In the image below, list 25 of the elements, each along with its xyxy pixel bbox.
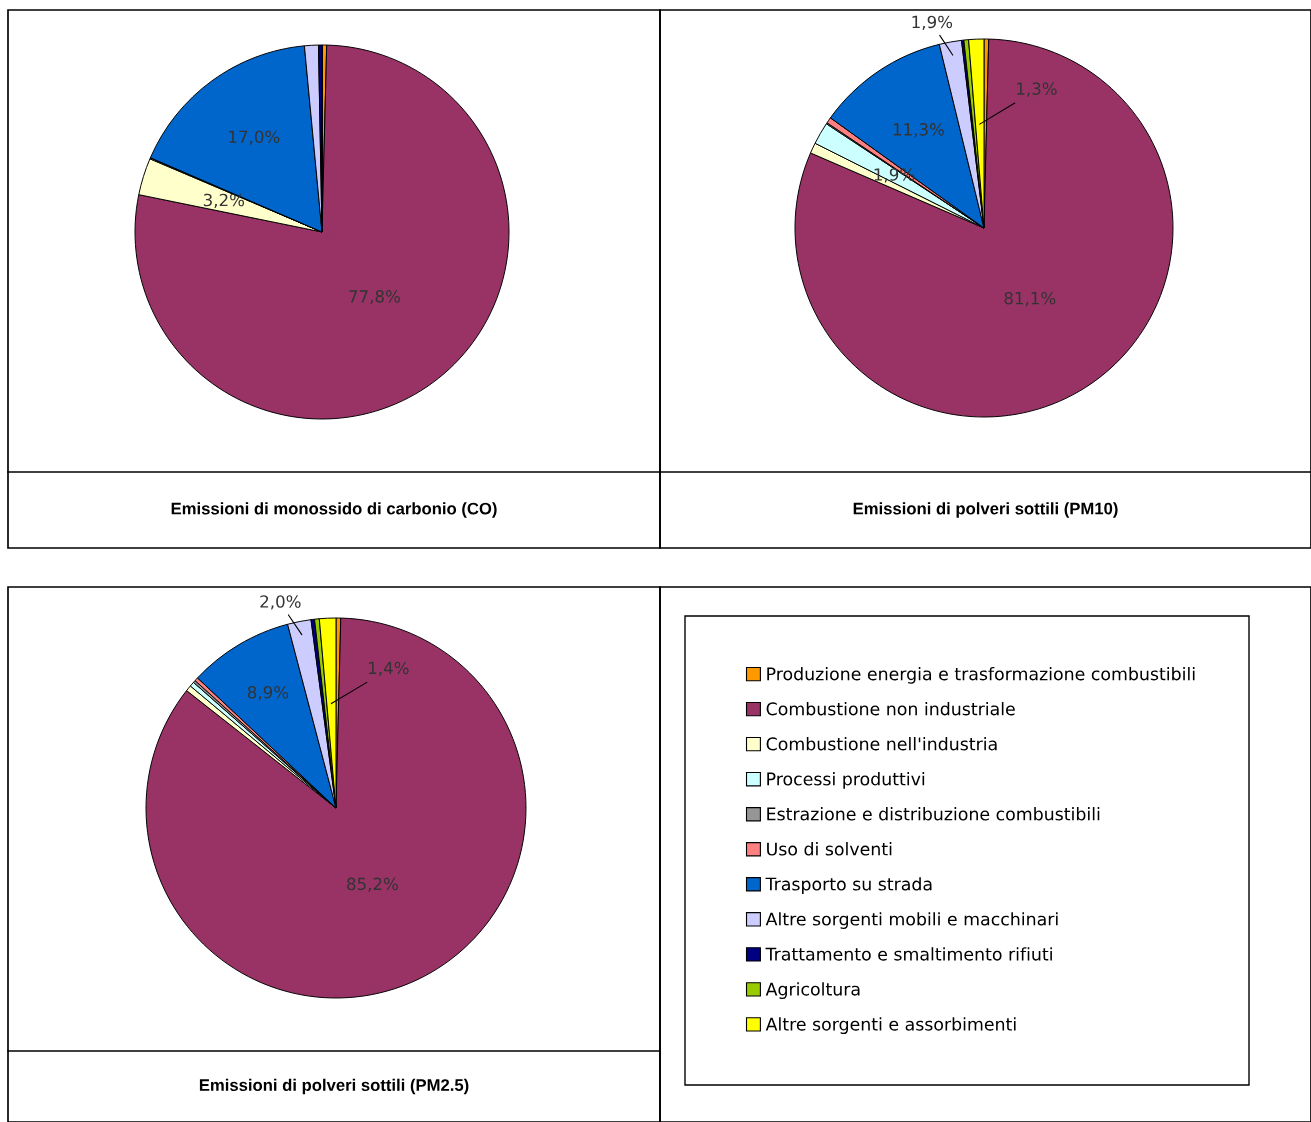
legend-label: Produzione energia e trasformazione combustibili [767,666,1195,684]
text: Emissioni di polveri sottili (PM2.5) [199,1078,469,1095]
text: Emissioni di polveri sottili (PM10) [853,502,1118,518]
legend-label: Trattamento e smaltimento rifiuti [765,947,1052,961]
text: Emissioni di monossido di carbonio (CO) [171,502,497,518]
data-label: 8,9% [247,685,289,701]
legend-label: Combustione non industriale [766,701,1015,716]
data-label: 1,4% [369,661,409,676]
data-label: 17,0% [229,130,280,145]
legend-label: Trasporto su strada [765,877,932,894]
legend-label: Processi produttivi [767,772,925,789]
legend-label: Agricoltura [765,982,860,1000]
legend-label: Combustione nell'industria [766,737,997,751]
data-label: 3,2% [203,193,245,208]
legend-label: Altre sorgenti e assorbimenti [765,1017,1016,1035]
data-label: 1,9% [912,15,953,30]
legend-label: Altre sorgenti mobili e macchinari [765,912,1058,929]
data-label: 11,3% [893,123,944,138]
data-label: 2,0% [260,595,301,610]
data-label: 1,3% [1017,82,1057,97]
legend-label: Estrazione e distribuzione combustibili [767,807,1100,821]
data-label: 85,2% [347,877,398,892]
legend-label: Uso di solventi [767,842,892,856]
data-label: 77,8% [349,290,400,305]
data-label: 81,1% [1004,291,1056,307]
